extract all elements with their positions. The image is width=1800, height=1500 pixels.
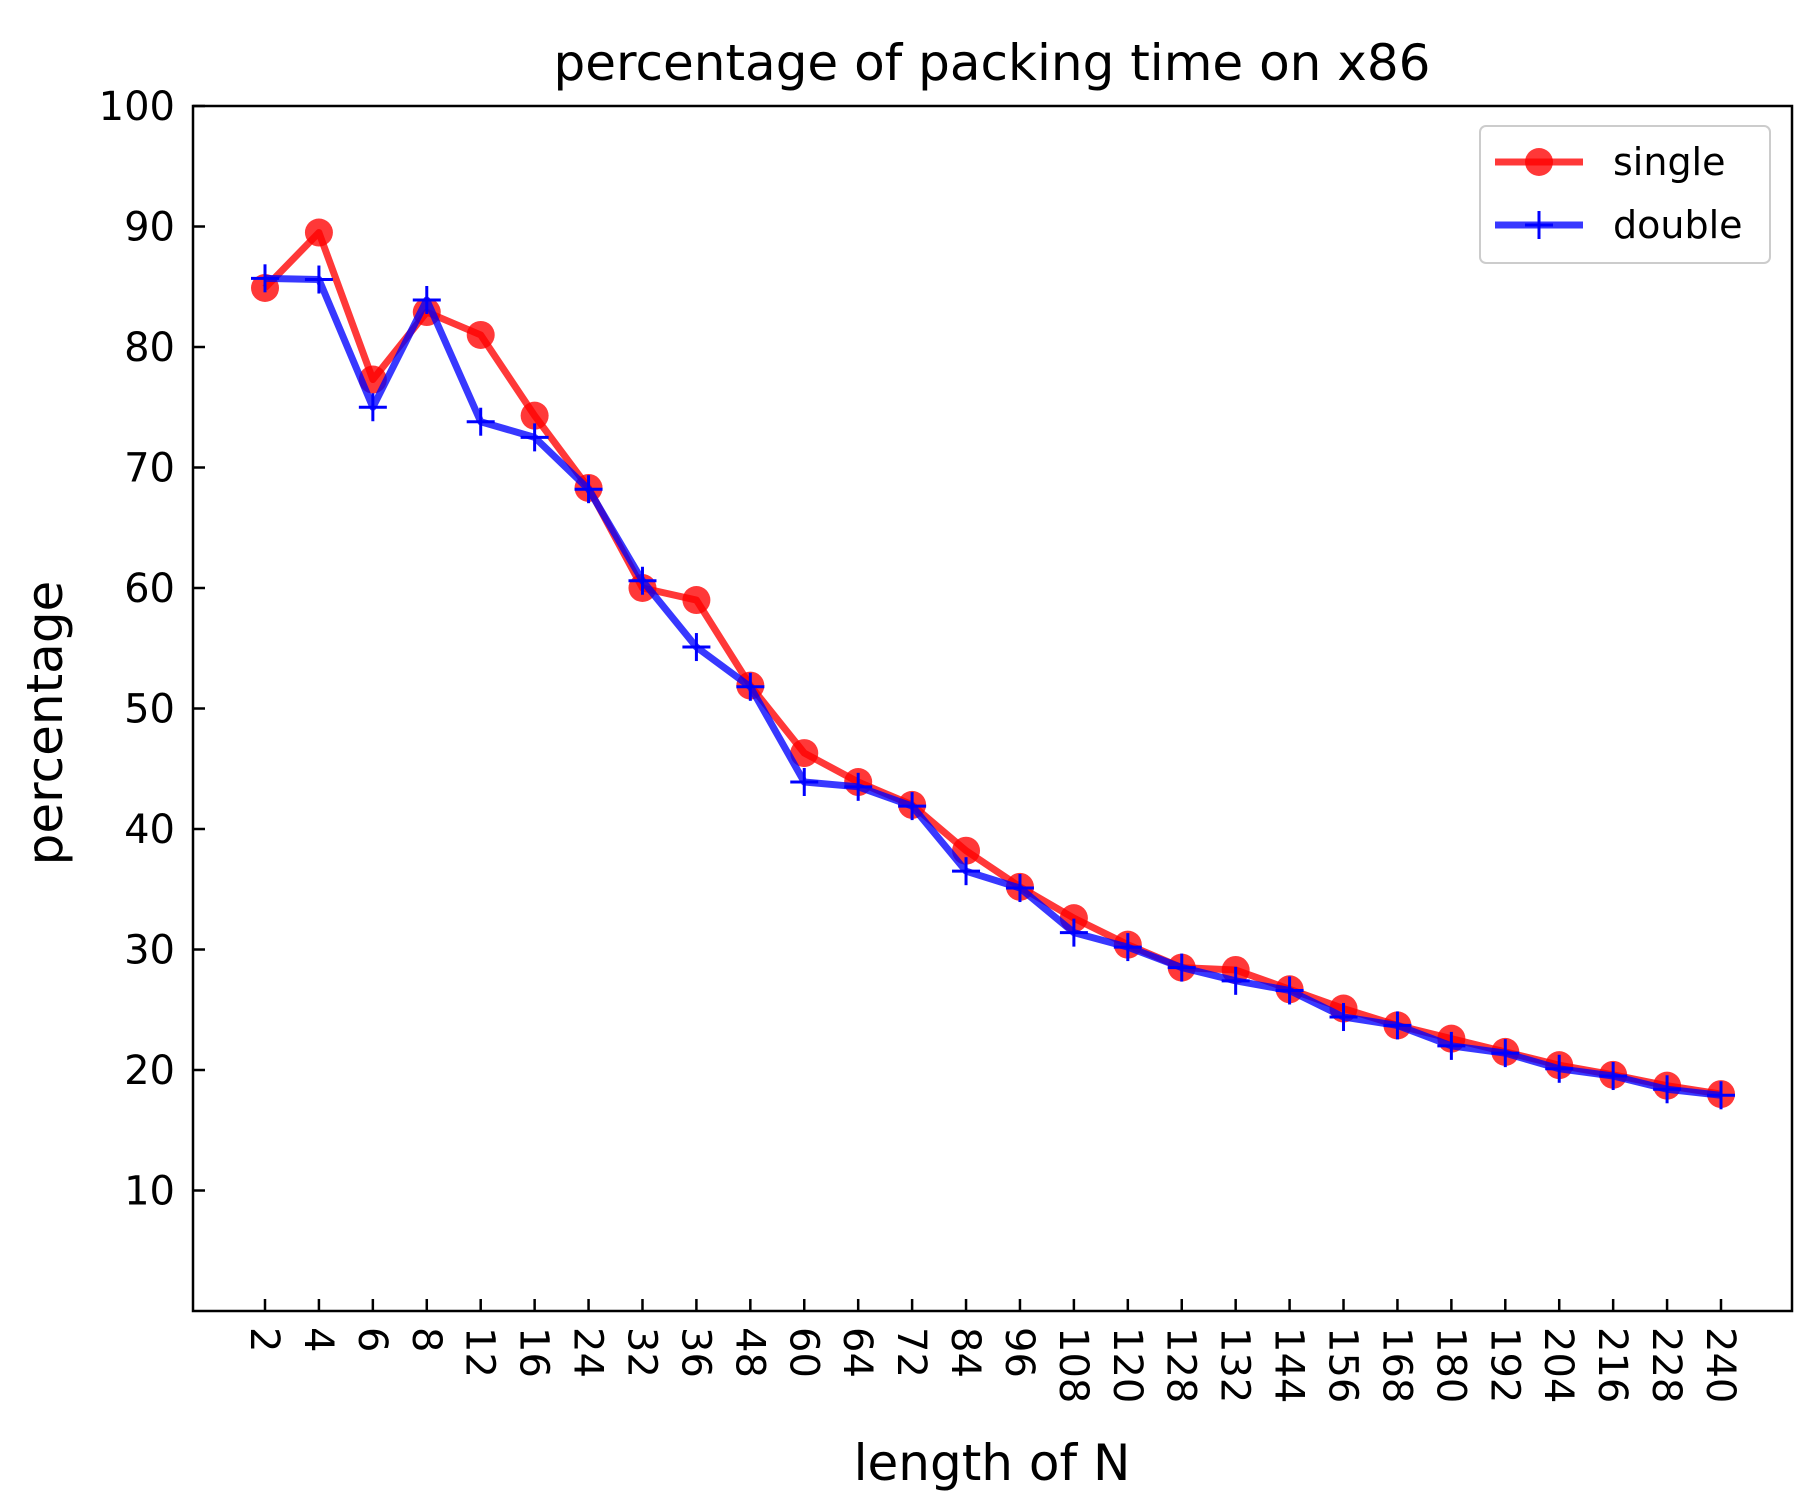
y-tick-label: 30 xyxy=(124,928,175,974)
series-line-double xyxy=(264,274,1722,1099)
x-tick-label: 228 xyxy=(1643,1327,1689,1403)
x-tick-label: 36 xyxy=(672,1327,718,1378)
legend-label: single xyxy=(1613,140,1726,184)
data-point-single xyxy=(520,401,549,430)
x-tick-label: 64 xyxy=(834,1327,880,1378)
data-point-double xyxy=(682,633,711,662)
data-point-double xyxy=(1167,953,1196,982)
y-tick-label: 10 xyxy=(124,1169,175,1215)
x-tick-label: 24 xyxy=(565,1327,611,1378)
x-tick-label: 156 xyxy=(1320,1327,1366,1403)
x-tick-label: 240 xyxy=(1697,1327,1743,1403)
y-tick-label: 50 xyxy=(124,687,175,733)
data-point-double xyxy=(736,672,765,701)
x-tick-label: 180 xyxy=(1427,1327,1473,1403)
data-point-double xyxy=(1653,1075,1682,1104)
x-tick-label: 108 xyxy=(1050,1327,1096,1403)
x-tick-label: 132 xyxy=(1212,1327,1258,1403)
data-point-double xyxy=(1437,1031,1466,1060)
series-line-single xyxy=(262,229,1722,1098)
chart-title: percentage of packing time on x86 xyxy=(554,34,1431,92)
series-double xyxy=(251,264,1735,1110)
data-point-double xyxy=(1599,1062,1628,1091)
x-tick-label: 128 xyxy=(1158,1327,1204,1403)
x-tick-label: 4 xyxy=(295,1327,341,1352)
data-point-double xyxy=(520,423,549,452)
data-point-double xyxy=(358,393,387,422)
y-tick-label: 80 xyxy=(124,325,175,371)
data-point-double xyxy=(952,857,981,886)
x-tick-label: 168 xyxy=(1373,1327,1419,1403)
legend-item-double: double xyxy=(1495,203,1743,247)
x-tick-label: 32 xyxy=(618,1327,664,1378)
data-point-double xyxy=(412,286,441,315)
data-point-double xyxy=(1545,1054,1574,1083)
data-point-double xyxy=(844,772,873,801)
data-point-double xyxy=(898,792,927,821)
x-axis: 2 4 6 8 12 16 24 32 36 48 60 64 72 84 96 108 120 128 132 14… xyxy=(241,1299,1743,1403)
y-tick-label: 100 xyxy=(99,84,175,130)
x-tick-label: 16 xyxy=(511,1327,557,1378)
x-tick-label: 192 xyxy=(1481,1327,1527,1403)
legend: single double xyxy=(1479,125,1771,264)
y-tick-label: 60 xyxy=(124,566,175,612)
data-point-single xyxy=(466,320,495,349)
x-tick-label: 204 xyxy=(1535,1327,1581,1403)
y-tick-label: 20 xyxy=(124,1048,175,1094)
x-axis-label: length of N xyxy=(854,1434,1131,1492)
data-point-single xyxy=(304,218,333,247)
data-point-double xyxy=(628,566,657,595)
data-point-double xyxy=(1221,966,1250,995)
data-point-double xyxy=(790,768,819,797)
x-tick-label: 72 xyxy=(888,1327,934,1378)
y-tick-label: 70 xyxy=(124,446,175,492)
data-point-double xyxy=(574,475,603,504)
data-point-double xyxy=(1059,918,1088,947)
data-point-double xyxy=(1329,1002,1358,1031)
x-tick-label: 216 xyxy=(1589,1327,1635,1403)
x-tick-label: 96 xyxy=(996,1327,1042,1378)
x-tick-label: 120 xyxy=(1104,1327,1150,1403)
x-tick-label: 84 xyxy=(942,1327,988,1378)
y-tick-label: 40 xyxy=(124,807,175,853)
y-axis: 10 20 30 40 50 60 70 80 90 100 xyxy=(99,84,205,1215)
data-point-double xyxy=(1491,1039,1520,1068)
y-tick-label: 90 xyxy=(124,205,175,251)
x-tick-label: 8 xyxy=(403,1327,449,1352)
data-point-single xyxy=(682,586,711,615)
y-axis-label: percentage xyxy=(16,581,74,866)
x-tick-label: 2 xyxy=(241,1327,287,1352)
x-tick-label: 48 xyxy=(726,1327,772,1378)
data-point-double xyxy=(1707,1081,1735,1110)
series-layer xyxy=(251,218,1735,1110)
data-point-double xyxy=(466,407,495,436)
data-point-double xyxy=(251,264,279,293)
data-point-single xyxy=(790,739,819,768)
data-point-double xyxy=(1383,1011,1412,1040)
x-tick-label: 144 xyxy=(1266,1327,1312,1403)
legend-marker xyxy=(1525,148,1553,176)
x-tick-label: 6 xyxy=(349,1327,395,1352)
data-point-double xyxy=(1275,976,1304,1005)
data-point-double xyxy=(1005,874,1034,903)
x-tick-label: 60 xyxy=(780,1327,826,1378)
data-point-double xyxy=(304,265,333,294)
x-tick-label: 12 xyxy=(457,1327,503,1378)
data-point-double xyxy=(1113,933,1142,962)
legend-label: double xyxy=(1613,203,1743,247)
legend-item-single: single xyxy=(1495,140,1726,184)
